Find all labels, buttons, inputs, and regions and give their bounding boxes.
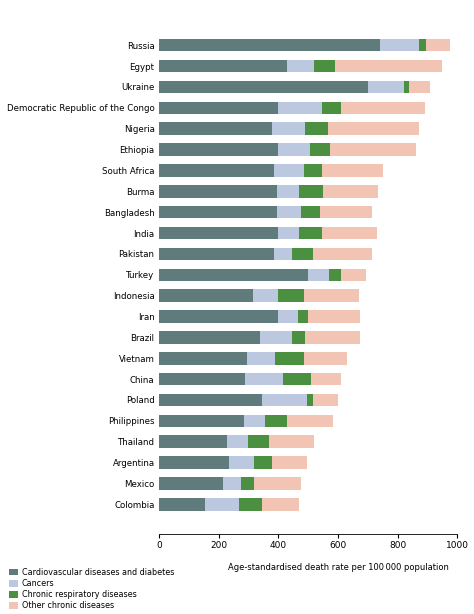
Bar xyxy=(159,373,246,386)
Bar xyxy=(274,247,292,260)
Bar xyxy=(265,414,287,427)
Bar xyxy=(255,477,301,490)
Bar xyxy=(159,331,260,344)
Bar xyxy=(320,206,372,219)
Bar xyxy=(307,394,312,406)
Bar xyxy=(262,498,299,511)
Bar xyxy=(159,122,272,135)
Bar xyxy=(292,331,305,344)
Bar xyxy=(292,247,312,260)
Bar xyxy=(159,164,274,177)
Bar xyxy=(159,206,277,219)
Bar xyxy=(223,477,241,490)
Bar xyxy=(159,477,223,490)
Bar xyxy=(311,373,341,386)
Bar xyxy=(283,373,311,386)
Bar xyxy=(426,39,450,52)
Bar xyxy=(321,227,377,239)
Legend: Cardiovascular diseases and diabetes, Cancers, Chronic respiratory diseases, Oth: Cardiovascular diseases and diabetes, Ca… xyxy=(9,568,174,610)
Bar xyxy=(159,268,308,281)
Bar xyxy=(278,143,310,156)
Bar xyxy=(310,143,330,156)
Bar xyxy=(301,206,320,219)
X-axis label: Age-standardised death rate per 100 000 population: Age-standardised death rate per 100 000 … xyxy=(228,562,448,572)
Bar xyxy=(335,60,443,72)
Bar xyxy=(255,456,272,469)
Bar xyxy=(314,60,335,72)
Bar xyxy=(304,164,321,177)
Bar xyxy=(299,185,323,198)
Bar xyxy=(305,122,328,135)
Bar xyxy=(244,414,265,427)
Bar xyxy=(229,456,255,469)
Bar xyxy=(329,268,341,281)
Bar xyxy=(368,80,404,93)
Bar xyxy=(262,394,307,406)
Bar xyxy=(277,206,301,219)
Bar xyxy=(298,310,308,323)
Bar xyxy=(419,39,426,52)
Bar xyxy=(308,310,360,323)
Bar xyxy=(159,352,247,365)
Bar xyxy=(312,394,338,406)
Bar xyxy=(272,122,305,135)
Bar xyxy=(159,185,277,198)
Bar xyxy=(159,80,368,93)
Bar xyxy=(241,477,255,490)
Bar xyxy=(253,289,278,302)
Bar xyxy=(159,394,262,406)
Bar xyxy=(159,39,380,52)
Bar xyxy=(328,122,419,135)
Bar xyxy=(159,60,287,72)
Bar xyxy=(159,498,205,511)
Bar xyxy=(159,289,253,302)
Bar xyxy=(341,101,425,114)
Bar xyxy=(304,289,359,302)
Bar xyxy=(312,247,372,260)
Bar xyxy=(159,143,278,156)
Bar xyxy=(269,435,314,448)
Bar xyxy=(277,185,299,198)
Bar xyxy=(274,164,304,177)
Bar xyxy=(299,227,321,239)
Bar xyxy=(409,80,430,93)
Bar xyxy=(205,498,239,511)
Bar xyxy=(228,435,248,448)
Bar xyxy=(248,435,269,448)
Bar xyxy=(159,247,274,260)
Bar xyxy=(159,414,244,427)
Bar xyxy=(278,289,304,302)
Bar xyxy=(275,352,304,365)
Bar xyxy=(239,498,262,511)
Bar xyxy=(278,101,321,114)
Bar xyxy=(287,60,314,72)
Bar xyxy=(159,310,278,323)
Bar xyxy=(247,352,275,365)
Bar xyxy=(159,456,229,469)
Bar xyxy=(260,331,292,344)
Bar xyxy=(341,268,366,281)
Bar xyxy=(321,101,341,114)
Bar xyxy=(287,414,334,427)
Bar xyxy=(321,164,383,177)
Bar xyxy=(380,39,419,52)
Bar xyxy=(272,456,307,469)
Bar xyxy=(308,268,329,281)
Bar xyxy=(404,80,409,93)
Bar xyxy=(159,435,228,448)
Bar xyxy=(330,143,416,156)
Bar xyxy=(159,101,278,114)
Bar xyxy=(278,310,298,323)
Bar xyxy=(304,352,347,365)
Bar xyxy=(246,373,283,386)
Bar xyxy=(305,331,360,344)
Bar xyxy=(159,227,278,239)
Bar xyxy=(323,185,378,198)
Bar xyxy=(278,227,299,239)
